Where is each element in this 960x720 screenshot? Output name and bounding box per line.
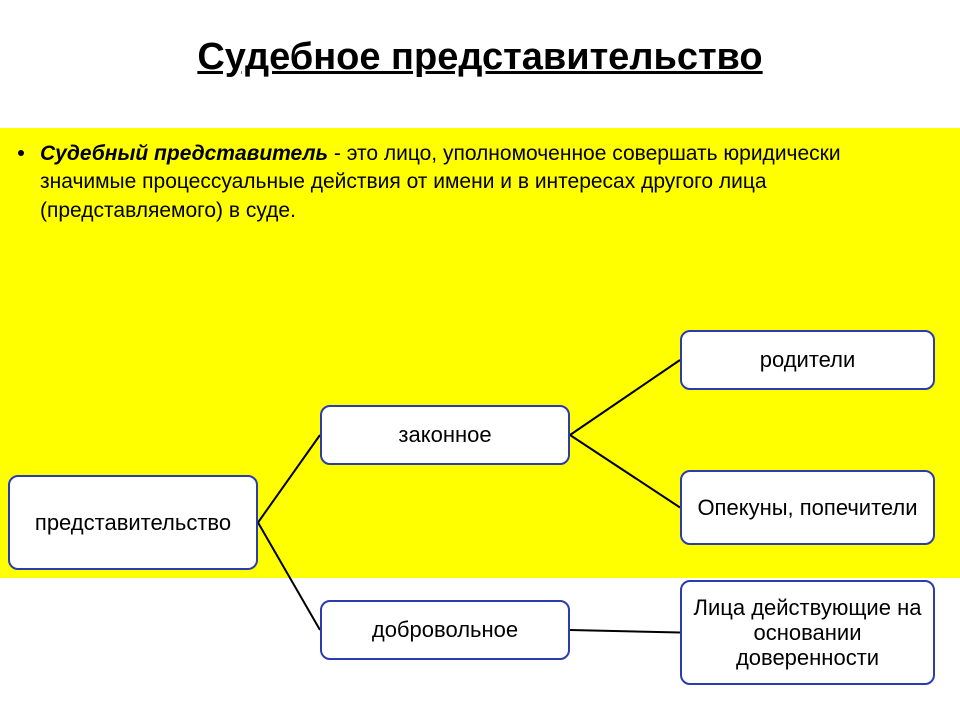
node-root: представительство — [8, 475, 258, 570]
node-legal: законное — [320, 405, 570, 465]
edge-root-legal — [258, 435, 320, 523]
edge-voluntary-attorney — [570, 630, 680, 633]
edge-legal-parents — [570, 360, 680, 435]
node-attorney: Лица действующие на основании довереннос… — [680, 580, 935, 685]
node-guardians: Опекуны, попечители — [680, 470, 935, 545]
node-parents: родители — [680, 330, 935, 390]
tree-diagram: представительство законное добровольное род… — [0, 0, 960, 720]
edge-legal-guardians — [570, 435, 680, 508]
edge-root-voluntary — [258, 523, 320, 631]
node-voluntary: добровольное — [320, 600, 570, 660]
